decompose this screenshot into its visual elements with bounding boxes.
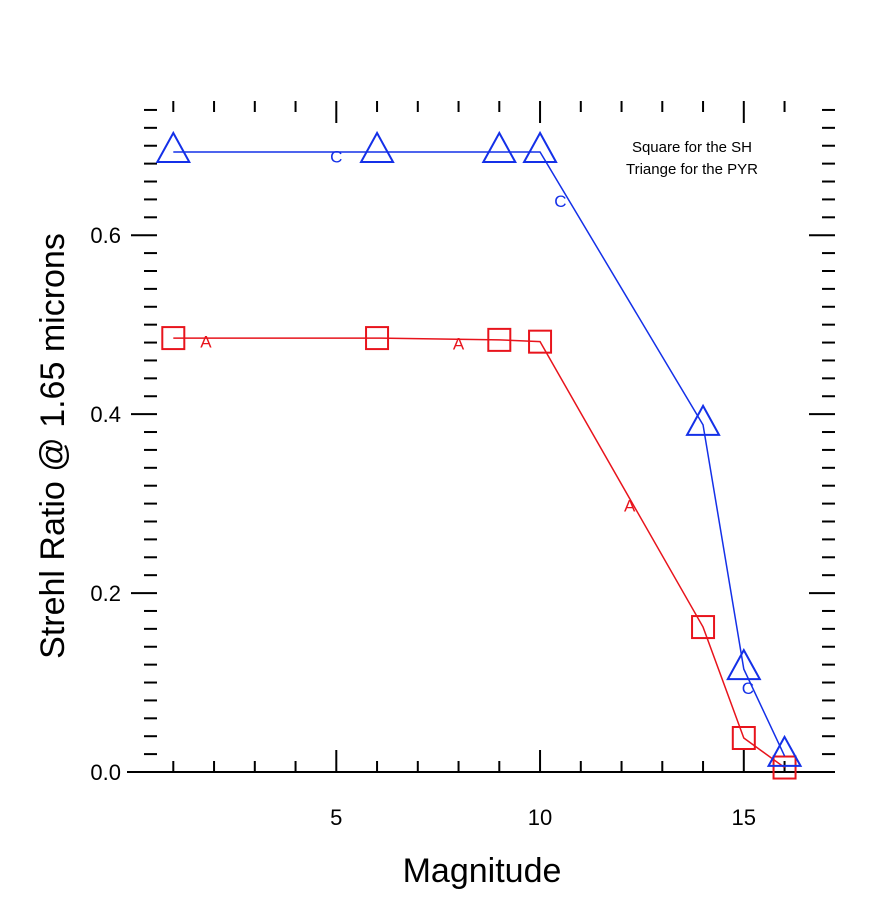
square-marker [487,327,512,352]
triangle-marker [726,648,762,681]
legend: Square for the SH Triange for the PYR [626,139,758,178]
x-axis-title: Magnitude [403,852,562,890]
series-line [173,151,786,757]
series-triangle [155,130,803,767]
x-tick-label: 15 [732,805,756,830]
y-tick-label: 0.4 [90,402,121,427]
triangle-marker [359,130,395,163]
y-axis-title: Strehl Ratio @ 1.65 microns [34,233,72,659]
series-line [173,337,785,769]
y-tick-label: 0.0 [90,760,121,785]
x-tick-label: 5 [330,805,342,830]
square-marker [161,326,186,351]
square-marker [772,755,797,780]
axis-ticks [131,101,835,773]
tick-labels: 5 10 15 0.0 0.2 0.4 0.6 [90,223,756,830]
plot-axes [127,771,835,773]
x-tick-label: 10 [528,805,552,830]
curve-annotation: A [624,496,636,515]
triangle-marker [155,130,191,163]
series-square [161,326,797,780]
square-marker [365,326,390,351]
y-tick-label: 0.6 [90,223,121,248]
square-marker [731,726,756,751]
y-tick-label: 0.2 [90,581,121,606]
triangle-marker [766,734,803,767]
square-marker [691,615,716,640]
curve-annotation: A [200,333,212,352]
triangle-marker [522,130,558,163]
data-series [155,130,803,780]
curve-annotation: C [554,192,566,211]
legend-line-sh: Square for the SH [632,139,752,156]
curve-annotation: A [453,334,465,353]
square-marker [528,329,553,354]
curve-annotation: C [330,147,342,166]
legend-line-pyr: Triange for the PYR [626,161,758,178]
curve-annotation: C [742,679,754,698]
point-annotations: A A A C C C [200,147,754,697]
triangle-marker [685,403,721,436]
triangle-marker [481,130,517,163]
